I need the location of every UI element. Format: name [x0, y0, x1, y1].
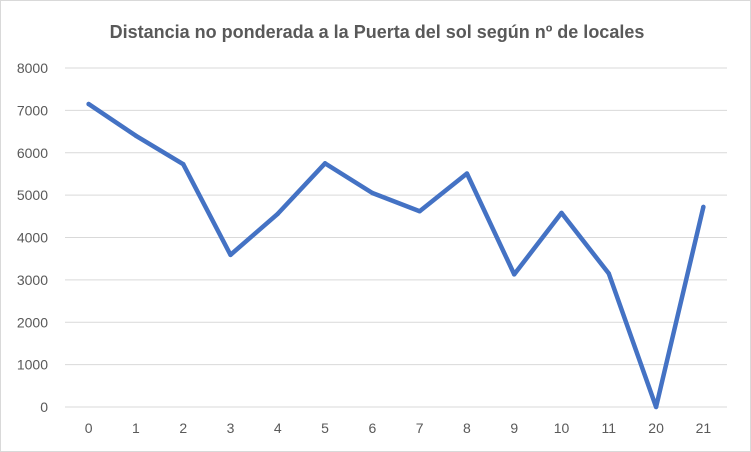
x-tick-label: 10	[554, 420, 570, 436]
data-point	[275, 211, 280, 216]
data-point	[701, 204, 706, 210]
x-tick-label: 2	[179, 420, 187, 436]
data-point	[653, 404, 659, 410]
data-point	[181, 161, 186, 167]
data-point	[512, 272, 517, 277]
y-tick-label: 8000	[17, 60, 48, 76]
x-tick-label: 3	[227, 420, 235, 436]
data-point	[228, 252, 233, 258]
x-tick-label: 0	[85, 420, 93, 436]
x-tick-label: 5	[321, 420, 329, 436]
x-tick-label: 11	[602, 420, 617, 436]
x-tick-label: 4	[274, 420, 282, 436]
y-axis-ticks: 0 1000 2000 3000 4000 5000 6000 7000 8000	[17, 60, 48, 415]
x-tick-label: 8	[463, 420, 471, 436]
series-line	[86, 101, 706, 410]
x-tick-label: 7	[416, 420, 424, 436]
x-tick-label: 20	[648, 420, 664, 436]
x-tick-label: 21	[696, 420, 712, 436]
y-tick-label: 1000	[17, 357, 48, 373]
data-point	[417, 209, 422, 214]
x-tick-label: 9	[510, 420, 518, 436]
data-point	[559, 210, 564, 216]
data-point	[464, 171, 470, 176]
chart-title: Distancia no ponderada a la Puerta del s…	[110, 22, 645, 42]
x-tick-label: 1	[132, 420, 140, 436]
x-tick-label: 6	[368, 420, 376, 436]
gridlines	[65, 67, 727, 408]
y-tick-label: 5000	[17, 187, 48, 203]
data-point	[322, 161, 328, 166]
data-point	[606, 271, 611, 276]
data-point	[86, 101, 91, 107]
y-tick-label: 6000	[17, 145, 48, 161]
y-tick-label: 0	[40, 399, 48, 415]
series-group	[86, 101, 706, 410]
x-axis-ticks: 0 1 2 3 4 5 6 7 8 9 10 11 20 21	[85, 420, 712, 436]
y-tick-label: 7000	[17, 102, 48, 118]
data-point	[133, 133, 139, 138]
y-tick-label: 2000	[17, 314, 48, 330]
y-tick-label: 4000	[17, 230, 48, 246]
data-point	[370, 190, 375, 196]
y-tick-label: 3000	[17, 272, 48, 288]
